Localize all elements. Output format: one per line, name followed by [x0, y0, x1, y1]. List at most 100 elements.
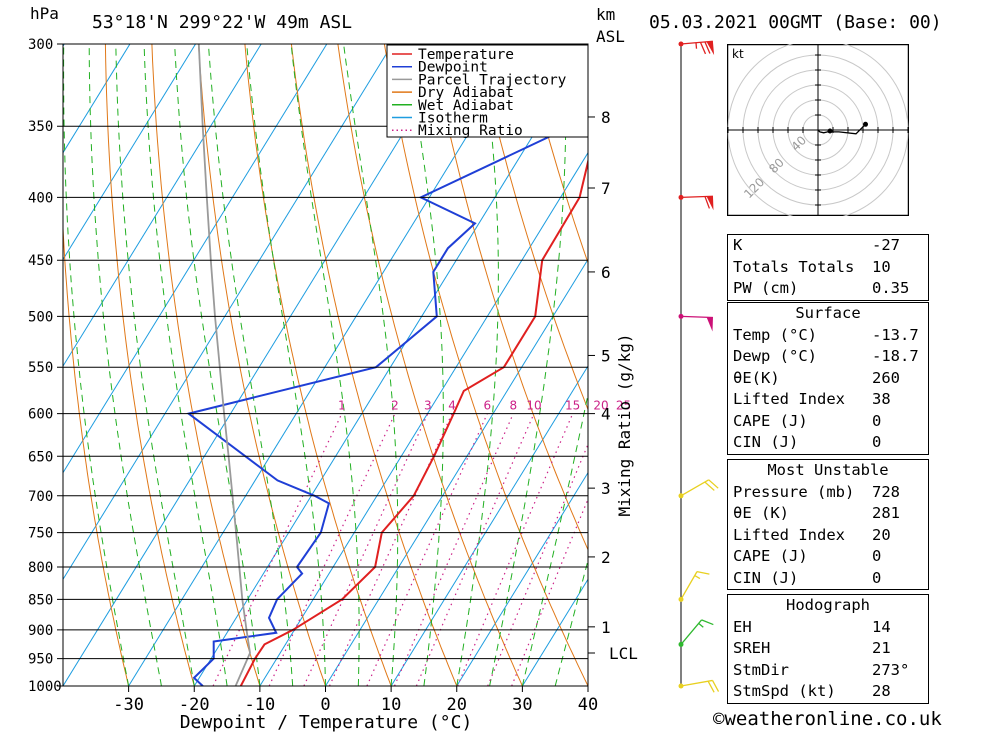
row-label: CIN (J)	[733, 433, 799, 451]
dry-adiabat-line	[337, 44, 523, 686]
km-tick-label: 3	[601, 479, 611, 498]
wind-barb-dot	[678, 313, 684, 319]
row-value: 0	[872, 433, 882, 451]
table-row: θE(K) 260	[728, 368, 928, 390]
legend-entry-label: Isotherm	[418, 111, 488, 127]
wind-barb-shaft	[680, 479, 710, 497]
table-row: CAPE (J) 0	[728, 546, 928, 568]
row-label: Dewp (°C)	[733, 347, 817, 365]
wind-barb-dot	[678, 641, 684, 647]
row-label: StmDir	[733, 660, 789, 679]
mixing-ratio-line	[457, 413, 574, 686]
x-tick-label: 40	[578, 695, 598, 715]
km-tick-label: LCL	[609, 644, 638, 663]
row-label: Lifted Index	[733, 525, 845, 544]
x-axis-label: Dewpoint / Temperature (°C)	[180, 712, 473, 733]
mixing-ratio-value: 6	[484, 399, 492, 413]
km-tick-label: 4	[601, 405, 611, 424]
table-row: StmSpd (kt) 28	[728, 681, 928, 703]
wind-barb-feather	[704, 41, 711, 54]
legend-entry-label: Temperature	[418, 47, 514, 63]
hodograph-table: Hodograph EH 14 SREH 21 StmDir 273° StmSpd (kt)…	[727, 594, 929, 704]
mixing-ratio-value: 8	[509, 399, 517, 413]
isotherm-line	[259, 151, 588, 686]
hodograph-end-dot	[863, 121, 868, 127]
table-title: Hodograph	[786, 596, 870, 614]
legend-entry-label: Mixing Ratio	[418, 123, 523, 139]
km-tick-label: 6	[601, 263, 611, 282]
isotherm-line	[63, 44, 131, 154]
pressure-tick-label: 700	[28, 489, 53, 505]
mixing-ratio-value: 25	[616, 399, 631, 413]
row-label: StmSpd (kt)	[733, 682, 836, 700]
wind-barb-flag	[706, 41, 715, 56]
pressure-tick-label: 750	[28, 526, 53, 542]
wet-adiabat-line	[246, 44, 326, 686]
wet-adiabat-line	[456, 44, 499, 686]
wind-barb-dot	[678, 41, 684, 47]
row-value: 0.35	[872, 279, 910, 297]
pressure-tick-label: 1000	[28, 679, 62, 695]
wind-barb-half-feather	[694, 574, 701, 580]
wet-adiabat-line	[174, 44, 261, 686]
indices-table: K -27 Totals Totals 10 PW (cm) 0.35	[727, 234, 929, 301]
wind-barb-flag	[706, 317, 713, 332]
location-label: 53°18'N 299°22'W 49m ASL	[92, 12, 353, 33]
table-row: EH 14	[728, 617, 928, 639]
row-value: 10	[872, 257, 891, 276]
wind-barb-feather	[704, 196, 711, 209]
mixing-ratio-line	[487, 442, 588, 686]
row-value: 21	[872, 639, 891, 657]
mixing-ratio-axis-label: Mixing Ratio (g/kg)	[615, 333, 634, 516]
km-tick-label: 2	[601, 548, 611, 567]
table-row: Totals Totals 10	[728, 257, 928, 279]
row-value: 281	[872, 504, 900, 522]
wind-barb	[678, 40, 715, 56]
mixing-ratio-value: 20	[593, 399, 608, 413]
row-label: CAPE (J)	[733, 411, 808, 430]
wind-barb	[678, 479, 719, 499]
table-row: PW (cm) 0.35	[728, 278, 928, 300]
row-value: -27	[872, 236, 900, 254]
wind-barb-dot	[678, 194, 684, 200]
table-row: CIN (J) 0	[728, 568, 928, 590]
pressure-tick-label: 600	[28, 407, 53, 423]
storm-motion-dot	[827, 128, 833, 134]
asl-label: ASL	[596, 27, 625, 46]
km-tick-label: 1	[601, 618, 611, 637]
wet-adiabat-line	[207, 44, 294, 686]
row-label: EH	[733, 617, 752, 636]
isotherm-line	[521, 578, 588, 686]
isotherm-line	[63, 44, 262, 368]
isotherm-line	[456, 471, 588, 686]
dry-adiabat-line	[523, 44, 588, 265]
dry-adiabat-line	[430, 44, 588, 551]
wind-barb-shaft	[680, 195, 714, 199]
mixing-ratio-line	[366, 413, 488, 686]
x-tick-label: -30	[113, 695, 144, 715]
row-value: 728	[872, 482, 900, 501]
table-row: K -27	[728, 235, 928, 257]
wet-adiabat-line	[63, 44, 130, 686]
wind-barb-feather	[696, 570, 710, 575]
row-value: -13.7	[872, 325, 919, 344]
wind-barb-half-feather	[698, 622, 704, 628]
x-tick-label: 0	[320, 695, 330, 715]
row-label: Lifted Index	[733, 390, 845, 408]
table-row: Pressure (mb) 728	[728, 482, 928, 504]
row-label: K	[733, 236, 743, 254]
x-tick-label: 30	[512, 695, 532, 715]
dry-adiabat-line	[244, 44, 392, 686]
row-value: 14	[872, 617, 891, 636]
mixing-ratio-value: 3	[424, 399, 432, 413]
row-label: θE(K)	[733, 368, 780, 387]
row-value: 273°	[872, 660, 910, 679]
row-label: Temp (°C)	[733, 325, 817, 344]
km-tick-label: 8	[601, 108, 611, 127]
dry-adiabat-line	[104, 44, 195, 686]
table-title: Surface	[795, 304, 861, 322]
isotherm-line	[324, 258, 588, 686]
series-line-dewpoint	[186, 100, 588, 686]
